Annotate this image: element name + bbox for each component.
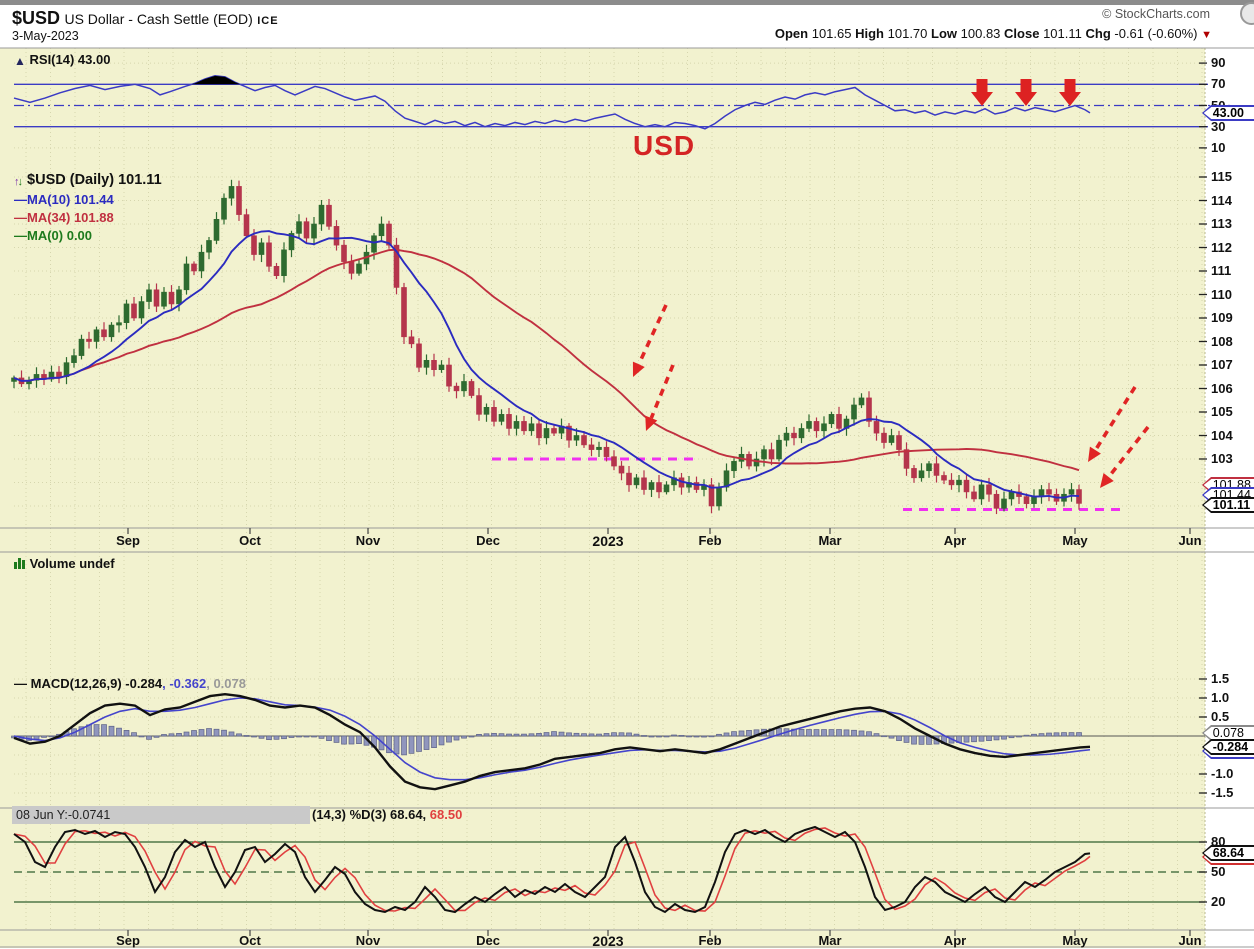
dashed-arrow [1107, 425, 1150, 479]
macd-line [13, 692, 1091, 791]
sto-reference-lines [14, 841, 1205, 903]
grid-lines [14, 48, 1206, 948]
rsi-overbought-fill [191, 75, 240, 85]
dashed-arrow [637, 304, 668, 366]
candlestick-series [11, 179, 1082, 515]
dashed-arrow-head [645, 415, 658, 431]
rsi-line [13, 75, 1091, 130]
dashed-arrow-head [1100, 472, 1114, 488]
ma34-line [13, 248, 1080, 472]
macd-histogram [11, 724, 1082, 756]
dashed-arrow [649, 364, 675, 419]
red-block-arrow [1059, 79, 1081, 106]
sto-k-line [13, 825, 1091, 914]
dashed-arrow-head [1088, 446, 1101, 462]
window-top-bar [0, 0, 1254, 5]
dashed-arrow-head [632, 361, 645, 377]
red-block-arrow [1015, 79, 1037, 106]
macd-signal-line [13, 697, 1091, 781]
red-block-arrow [971, 79, 993, 106]
ma10-line [13, 230, 1080, 499]
sto-d-line [13, 827, 1091, 912]
